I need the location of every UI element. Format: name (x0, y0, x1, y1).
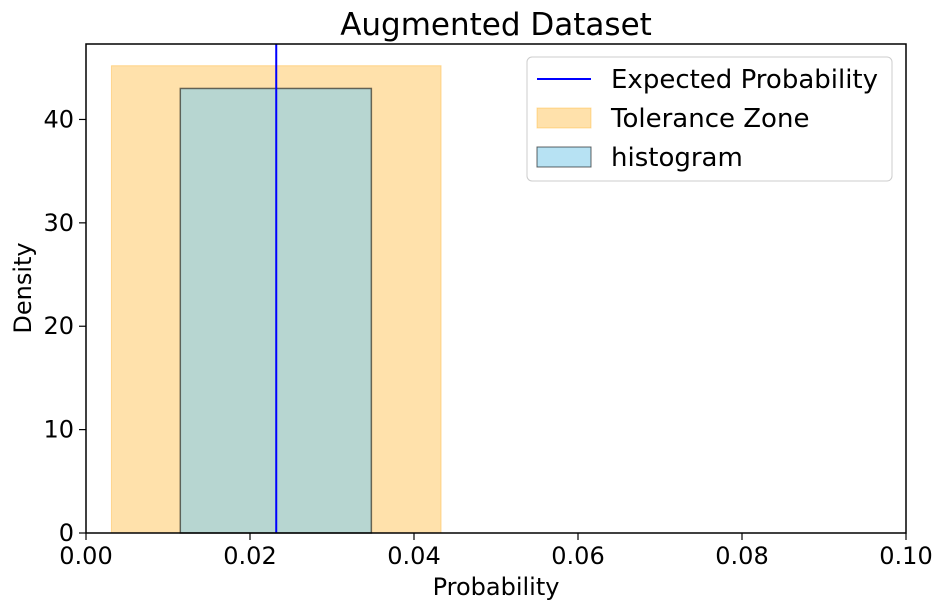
y-tick-label: 30 (43, 209, 74, 237)
legend-expected-probability-label: Expected Probability (611, 65, 878, 95)
plot-area: 0.00 0.02 0.04 0.06 0.08 0.10 0 10 20 30 40 (43, 43, 933, 570)
x-tick-label: 0.02 (223, 542, 276, 570)
x-axis-label: Probability (433, 573, 560, 601)
x-tick-label: 0.04 (387, 542, 440, 570)
legend-tolerance-zone-label: Tolerance Zone (610, 104, 809, 134)
chart-marks (110, 44, 442, 534)
chart-title: Augmented Dataset (340, 7, 652, 43)
legend: Expected Probability Tolerance Zone hist… (526, 56, 893, 182)
y-axis-ticks: 0 10 20 30 40 (43, 105, 86, 547)
y-tick-label: 20 (43, 312, 74, 340)
x-tick-label: 0.06 (551, 542, 604, 570)
x-tick-label: 0.08 (715, 542, 768, 570)
y-tick-label: 40 (43, 105, 74, 133)
y-axis-label: Density (9, 242, 37, 333)
y-tick-label: 10 (43, 416, 74, 444)
plot-frame (85, 43, 907, 534)
x-axis-ticks: 0.00 0.02 0.04 0.06 0.08 0.10 (59, 533, 933, 570)
legend-histogram-swatch (536, 146, 592, 168)
legend-box (526, 56, 893, 182)
y-tick-label: 0 (59, 519, 74, 547)
x-tick-label: 0.10 (879, 542, 932, 570)
legend-tolerance-zone-swatch (536, 107, 592, 129)
legend-histogram-label: histogram (611, 143, 743, 173)
x-tick-label: 0.00 (59, 542, 112, 570)
